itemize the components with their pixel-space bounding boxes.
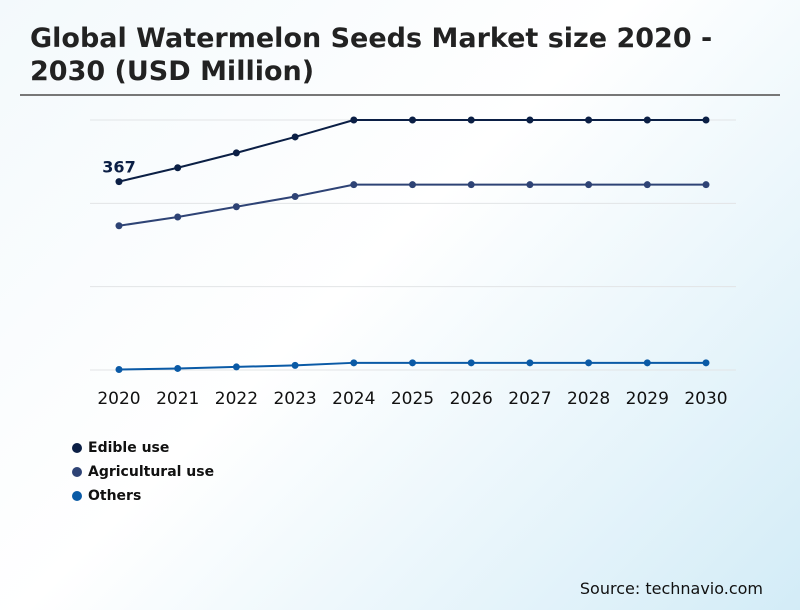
data-point — [409, 116, 416, 124]
data-point — [291, 361, 299, 369]
data-point — [232, 363, 240, 371]
data-point — [174, 164, 182, 172]
x-tick-label: 2028 — [567, 389, 610, 409]
data-point — [174, 213, 182, 221]
x-tick-label: 2022 — [215, 389, 258, 409]
data-point — [350, 181, 358, 189]
legend-label: Agricultural use — [88, 464, 215, 480]
legend-label: Others — [88, 488, 142, 504]
source-label: Source: technavio.com — [579, 579, 763, 598]
data-point — [467, 359, 475, 367]
data-point — [702, 116, 710, 124]
chart-title: Global Watermelon Seeds Market size 2020… — [30, 23, 713, 87]
data-label: 367 — [102, 158, 135, 177]
data-point — [350, 116, 358, 124]
series-line-1 — [118, 183, 706, 227]
data-point — [526, 116, 534, 124]
legend-item-others: Others — [72, 484, 214, 508]
legend-item-edible-use: Edible use — [72, 436, 214, 460]
x-tick-label: 2027 — [508, 389, 551, 409]
data-point — [526, 359, 534, 367]
x-tick-label: 2025 — [391, 389, 434, 409]
data-point — [291, 133, 299, 141]
x-tick-label: 2029 — [626, 389, 669, 409]
series-line-0 — [118, 119, 706, 183]
data-point — [291, 192, 299, 200]
legend-dot-icon — [72, 491, 82, 501]
data-point — [409, 181, 416, 189]
data-point — [232, 149, 240, 157]
legend-dot-icon — [72, 443, 82, 453]
legend: Edible use Agricultural use Others — [72, 436, 214, 508]
data-point — [643, 181, 651, 189]
data-point — [702, 359, 710, 367]
data-point — [115, 222, 123, 230]
data-point — [702, 181, 710, 189]
x-tick-label: 2023 — [273, 389, 316, 409]
data-point — [115, 178, 123, 186]
x-tick-label: 2024 — [332, 389, 375, 409]
x-tick-label: 2021 — [156, 389, 199, 409]
x-tick-label: 2030 — [684, 389, 727, 409]
legend-dot-icon — [72, 467, 82, 477]
data-point — [350, 359, 358, 367]
legend-label: Edible use — [88, 440, 170, 456]
title-divider — [20, 94, 780, 96]
legend-item-agricultural-use: Agricultural use — [72, 460, 214, 484]
data-point — [585, 359, 593, 367]
data-point — [643, 359, 651, 367]
data-point — [115, 365, 123, 373]
x-tick-label: 2026 — [450, 389, 493, 409]
x-tick-label: 2020 — [97, 389, 140, 409]
data-point — [467, 181, 475, 189]
data-point — [174, 364, 182, 372]
data-point — [585, 181, 593, 189]
data-point — [232, 203, 240, 211]
data-point — [643, 116, 651, 124]
data-point — [526, 181, 534, 189]
data-point — [409, 359, 416, 367]
data-point — [585, 116, 593, 124]
data-point — [467, 116, 475, 124]
